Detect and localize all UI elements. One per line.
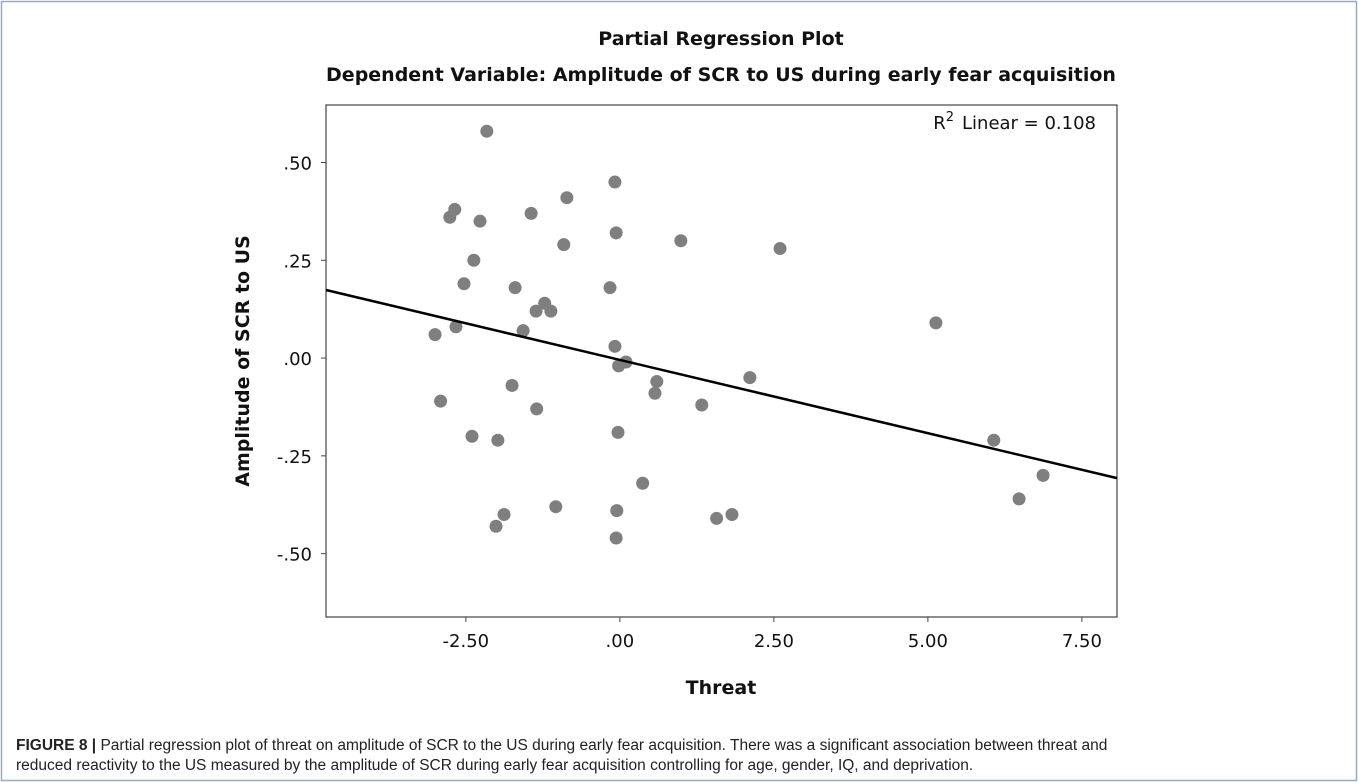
x-tick-label: .00: [606, 631, 635, 652]
y-axis-label: Amplitude of SCR to US: [232, 235, 254, 487]
point: [465, 429, 479, 443]
y-tick-label: -.50: [277, 545, 312, 566]
point: [516, 324, 530, 338]
point: [497, 508, 511, 522]
r2-prefix: R: [933, 113, 946, 134]
x-tick-label: -2.50: [443, 631, 490, 652]
point: [524, 206, 538, 220]
point: [489, 519, 503, 533]
point: [609, 226, 623, 240]
x-tick-label: 2.50: [754, 631, 794, 652]
r2-annotation: R2 Linear = 0.108: [933, 110, 1096, 134]
point: [603, 281, 617, 295]
point: [609, 531, 623, 545]
r2-text: Linear = 0.108: [962, 113, 1096, 134]
plot-area: .50 .25 .00 -.25 -.50 -2.50 .00 2.50 5.00 7.50: [277, 104, 1118, 652]
point: [743, 371, 757, 385]
point: [1036, 468, 1050, 482]
caption-line: FIGURE 8 | Partial regression plot of th…: [16, 737, 1107, 754]
point: [557, 238, 571, 252]
point: [544, 304, 558, 318]
caption-text: Partial regression plot of threat on amp…: [100, 737, 1107, 754]
chart-subtitle: Dependent Variable: Amplitude of SCR to …: [326, 64, 1116, 86]
point: [612, 359, 626, 373]
caption-label: FIGURE 8 |: [16, 737, 96, 754]
point: [608, 175, 622, 189]
x-tick-label: 7.50: [1062, 631, 1102, 652]
point: [695, 398, 709, 412]
point: [449, 320, 463, 334]
point: [650, 375, 664, 389]
y-tick-label: -.25: [277, 447, 312, 468]
point: [457, 277, 471, 291]
point: [505, 378, 519, 392]
point: [560, 191, 574, 205]
y-tick-label: .25: [283, 251, 312, 272]
chart-title: Partial Regression Plot: [598, 28, 843, 50]
point: [636, 476, 650, 490]
point: [529, 304, 543, 318]
r2-superscript: 2: [946, 110, 954, 125]
point: [549, 500, 563, 514]
x-tick-label: 5.00: [908, 631, 948, 652]
caption-line: reduced reactivity to the US measured by…: [16, 757, 973, 774]
point: [608, 339, 622, 353]
point: [480, 124, 494, 138]
point: [648, 386, 662, 400]
point: [530, 402, 544, 416]
point: [491, 433, 505, 447]
point: [428, 328, 442, 342]
fit-line: [325, 288, 1118, 480]
point: [725, 508, 739, 522]
point: [987, 433, 1001, 447]
plot-frame: [325, 104, 1118, 618]
point: [473, 214, 487, 228]
point: [929, 316, 943, 330]
point: [610, 504, 624, 518]
point: [773, 242, 787, 256]
point: [467, 253, 481, 267]
x-axis-label: Threat: [686, 677, 757, 699]
point: [434, 394, 448, 408]
point: [448, 202, 462, 216]
point: [508, 281, 522, 295]
y-tick-label: .50: [283, 153, 312, 174]
point: [611, 425, 625, 439]
y-tick-label: .00: [283, 349, 312, 370]
point: [674, 234, 688, 248]
point: [710, 511, 724, 525]
point: [1012, 492, 1026, 506]
